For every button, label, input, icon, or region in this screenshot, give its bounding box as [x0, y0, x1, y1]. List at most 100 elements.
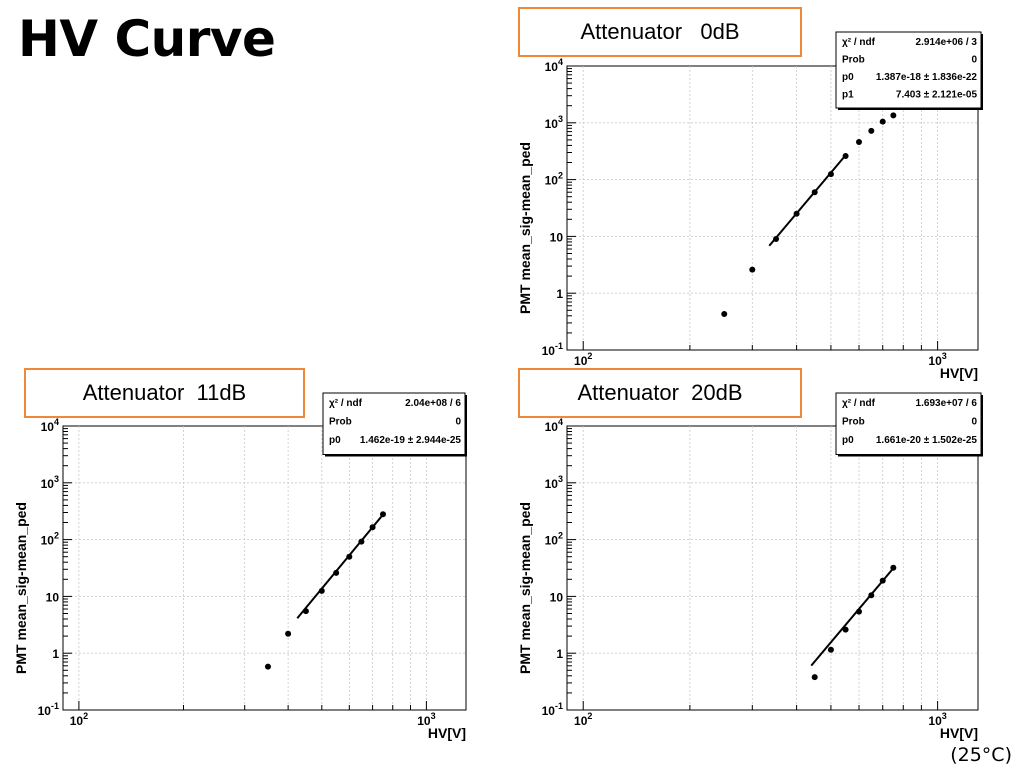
- x-tick-label: 102: [70, 711, 88, 728]
- stats-box: χ² / ndf 2.04e+08 / 6 Prob 0 p0 1.462e-19 ± 2…: [322, 392, 467, 457]
- y-tick-label: 10: [46, 590, 60, 604]
- y-tick-label: 10: [550, 590, 564, 604]
- data-point: [749, 266, 756, 273]
- stats-label: p0: [842, 435, 854, 446]
- data-point: [890, 112, 897, 119]
- stats-value: 1.661e-20 ± 1.502e-25: [876, 435, 978, 446]
- y-tick-label: 10-1: [38, 701, 59, 718]
- y-tick-label: 104: [545, 417, 563, 434]
- data-point: [842, 626, 849, 633]
- plot-frame: [566, 65, 979, 351]
- fit-line: [296, 513, 384, 619]
- caption-20db: Attenuator 20dB: [518, 368, 802, 418]
- data-point: [721, 311, 728, 318]
- data-point: [868, 592, 875, 599]
- stats-label: Prob: [329, 417, 352, 428]
- stats-value: 2.914e+06 / 3: [916, 37, 978, 48]
- y-tick-label: 102: [545, 171, 563, 188]
- y-tick-label: 102: [41, 531, 59, 548]
- data-point: [890, 564, 897, 571]
- x-tick-label: 103: [928, 351, 946, 368]
- stats-label: p1: [842, 90, 854, 101]
- fit-line: [810, 567, 895, 667]
- slide-title: HV Curve: [18, 10, 276, 68]
- data-point: [285, 630, 292, 637]
- caption-0db: Attenuator 0dB: [518, 7, 802, 57]
- y-tick-label: 104: [545, 57, 563, 74]
- y-tick-label: 10-1: [542, 701, 563, 718]
- data-point: [827, 646, 834, 653]
- x-axis-label: HV[V]: [940, 365, 978, 381]
- x-tick-label: 102: [574, 351, 592, 368]
- data-point: [346, 553, 353, 560]
- x-tick-label: 103: [928, 711, 946, 728]
- y-tick-label: 10-1: [542, 341, 563, 358]
- stats-box: χ² / ndf 1.693e+07 / 6 Prob 0 p0 1.661e-20 ± …: [835, 392, 983, 457]
- data-point: [842, 153, 849, 160]
- stats-box-frame: [835, 31, 982, 109]
- x-axis-label: HV[V]: [428, 725, 466, 741]
- y-axis-label: PMT mean_sig-mean_ped: [13, 502, 29, 674]
- y-tick-label: 1: [52, 647, 59, 661]
- stats-box-frame: [835, 392, 982, 455]
- data-point: [811, 674, 818, 681]
- stats-label: χ² / ndf: [842, 398, 876, 409]
- stats-value: 0: [971, 417, 977, 428]
- plot-frame: [566, 425, 979, 711]
- axis-ticks: [566, 68, 939, 351]
- caption-11db: Attenuator 11dB: [24, 368, 305, 418]
- stats-label: χ² / ndf: [842, 37, 876, 48]
- data-point: [855, 138, 862, 145]
- x-axis-label: HV[V]: [940, 725, 978, 741]
- stats-box-frame: [322, 392, 466, 455]
- axis-ticks: [566, 428, 939, 711]
- data-point: [793, 210, 800, 217]
- stats-value: 0: [971, 55, 977, 66]
- y-axis-label: PMT mean_sig-mean_ped: [517, 142, 533, 314]
- temperature-note: (25°C): [950, 744, 1012, 766]
- plot-frame: [62, 425, 467, 711]
- stats-value: 2.04e+08 / 6: [405, 398, 461, 409]
- data-point: [358, 538, 365, 545]
- data-point: [855, 608, 862, 615]
- data-point: [879, 577, 886, 584]
- x-tick-label: 102: [574, 711, 592, 728]
- grid: [63, 426, 466, 710]
- axis-ticks: [62, 428, 427, 711]
- data-point: [302, 608, 309, 615]
- grid: [567, 426, 978, 710]
- data-point: [333, 569, 340, 576]
- x-tick-label: 103: [417, 711, 435, 728]
- data-point: [264, 663, 271, 670]
- y-tick-label: 104: [41, 417, 59, 434]
- stats-label: χ² / ndf: [329, 398, 363, 409]
- data-point: [318, 587, 325, 594]
- y-tick-label: 103: [545, 474, 563, 491]
- data-point: [879, 118, 886, 125]
- stats-label: Prob: [842, 417, 865, 428]
- fit-line: [768, 154, 847, 247]
- stats-label: Prob: [842, 55, 865, 66]
- stats-value: 1.693e+07 / 6: [916, 398, 978, 409]
- stats-value: 1.462e-19 ± 2.944e-25: [360, 435, 462, 446]
- grid: [567, 66, 978, 350]
- stats-value: 7.403 ± 2.121e-05: [896, 90, 978, 101]
- stats-box: χ² / ndf 2.914e+06 / 3 Prob 0 p0 1.387e-18 ± …: [835, 31, 983, 110]
- data-point: [379, 511, 386, 518]
- stats-value: 1.387e-18 ± 1.836e-22: [876, 72, 978, 83]
- data-point: [868, 127, 875, 134]
- y-tick-label: 1: [556, 287, 563, 301]
- y-tick-label: 102: [545, 531, 563, 548]
- y-tick-label: 1: [556, 647, 563, 661]
- y-tick-label: 103: [545, 114, 563, 131]
- stats-label: p0: [842, 72, 854, 83]
- data-point: [827, 171, 834, 178]
- y-tick-label: 10: [550, 230, 564, 244]
- data-point: [773, 235, 780, 242]
- data-point: [369, 524, 376, 531]
- data-point: [811, 189, 818, 196]
- stats-value: 0: [455, 417, 461, 428]
